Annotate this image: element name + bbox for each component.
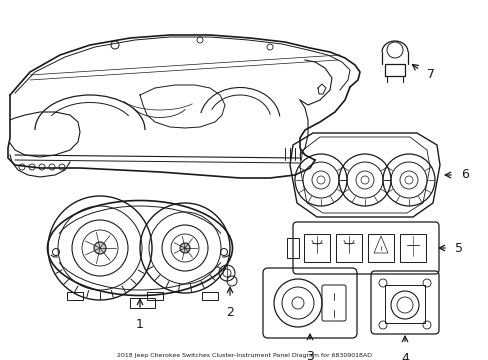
Bar: [202, 292, 218, 300]
Bar: [304, 234, 329, 262]
Bar: [384, 64, 404, 76]
Bar: [130, 298, 155, 308]
Text: 1: 1: [136, 318, 143, 331]
Text: 7: 7: [426, 68, 434, 81]
Text: 4: 4: [400, 352, 408, 360]
Bar: [335, 234, 361, 262]
Bar: [367, 234, 393, 262]
Bar: [384, 285, 424, 323]
Circle shape: [94, 242, 106, 254]
Bar: [67, 292, 83, 300]
Text: 6: 6: [460, 168, 468, 181]
Text: 2018 Jeep Cherokee Switches Cluster-Instrument Panel Diagram for 68309018AD: 2018 Jeep Cherokee Switches Cluster-Inst…: [117, 353, 371, 358]
Text: 5: 5: [454, 242, 462, 255]
Bar: [147, 292, 163, 300]
Text: 3: 3: [305, 350, 313, 360]
Bar: [399, 234, 425, 262]
Circle shape: [180, 243, 190, 253]
Bar: [286, 238, 298, 258]
Text: 2: 2: [225, 306, 233, 319]
